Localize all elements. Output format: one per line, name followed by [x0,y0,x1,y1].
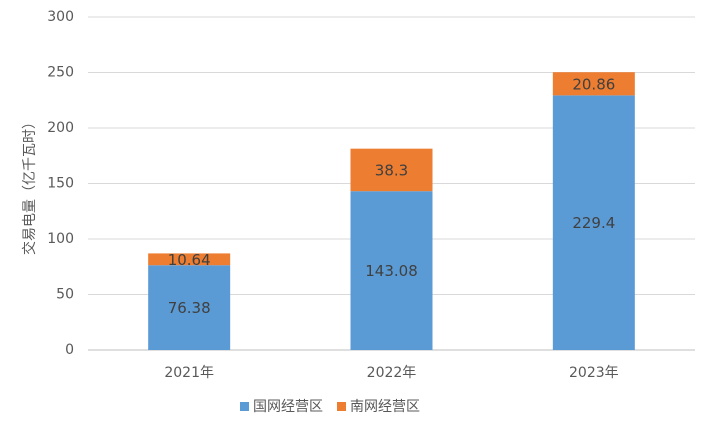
x-tick-label: 2021年 [164,365,214,381]
y-tick-label: 100 [47,231,74,247]
bar-segment [552,72,635,96]
bar-segment [350,191,433,350]
legend-swatch [337,402,346,411]
bar-segment [148,253,231,266]
data-label: 229.4 [572,214,615,232]
y-tick-label: 50 [56,287,74,303]
y-axis-title: 交易电量（亿千瓦时） [21,115,38,255]
data-label: 76.38 [168,299,211,317]
legend-swatch [240,402,249,411]
bar-segment [350,148,433,192]
x-tick-label: 2022年 [367,365,417,381]
bar-segment [148,265,231,350]
y-tick-label: 150 [47,176,74,192]
legend-label: 国网经营区 [253,399,323,415]
data-label: 143.08 [365,262,418,280]
data-label: 38.3 [375,161,408,179]
bar-segment [552,95,635,350]
y-tick-label: 0 [65,342,74,358]
legend-label: 南网经营区 [350,399,420,415]
y-tick-label: 200 [47,120,74,136]
data-label: 10.64 [168,251,211,269]
x-tick-label: 2023年 [569,365,619,381]
data-label: 20.86 [572,75,615,93]
y-tick-label: 300 [47,9,74,25]
y-tick-label: 250 [47,65,74,81]
